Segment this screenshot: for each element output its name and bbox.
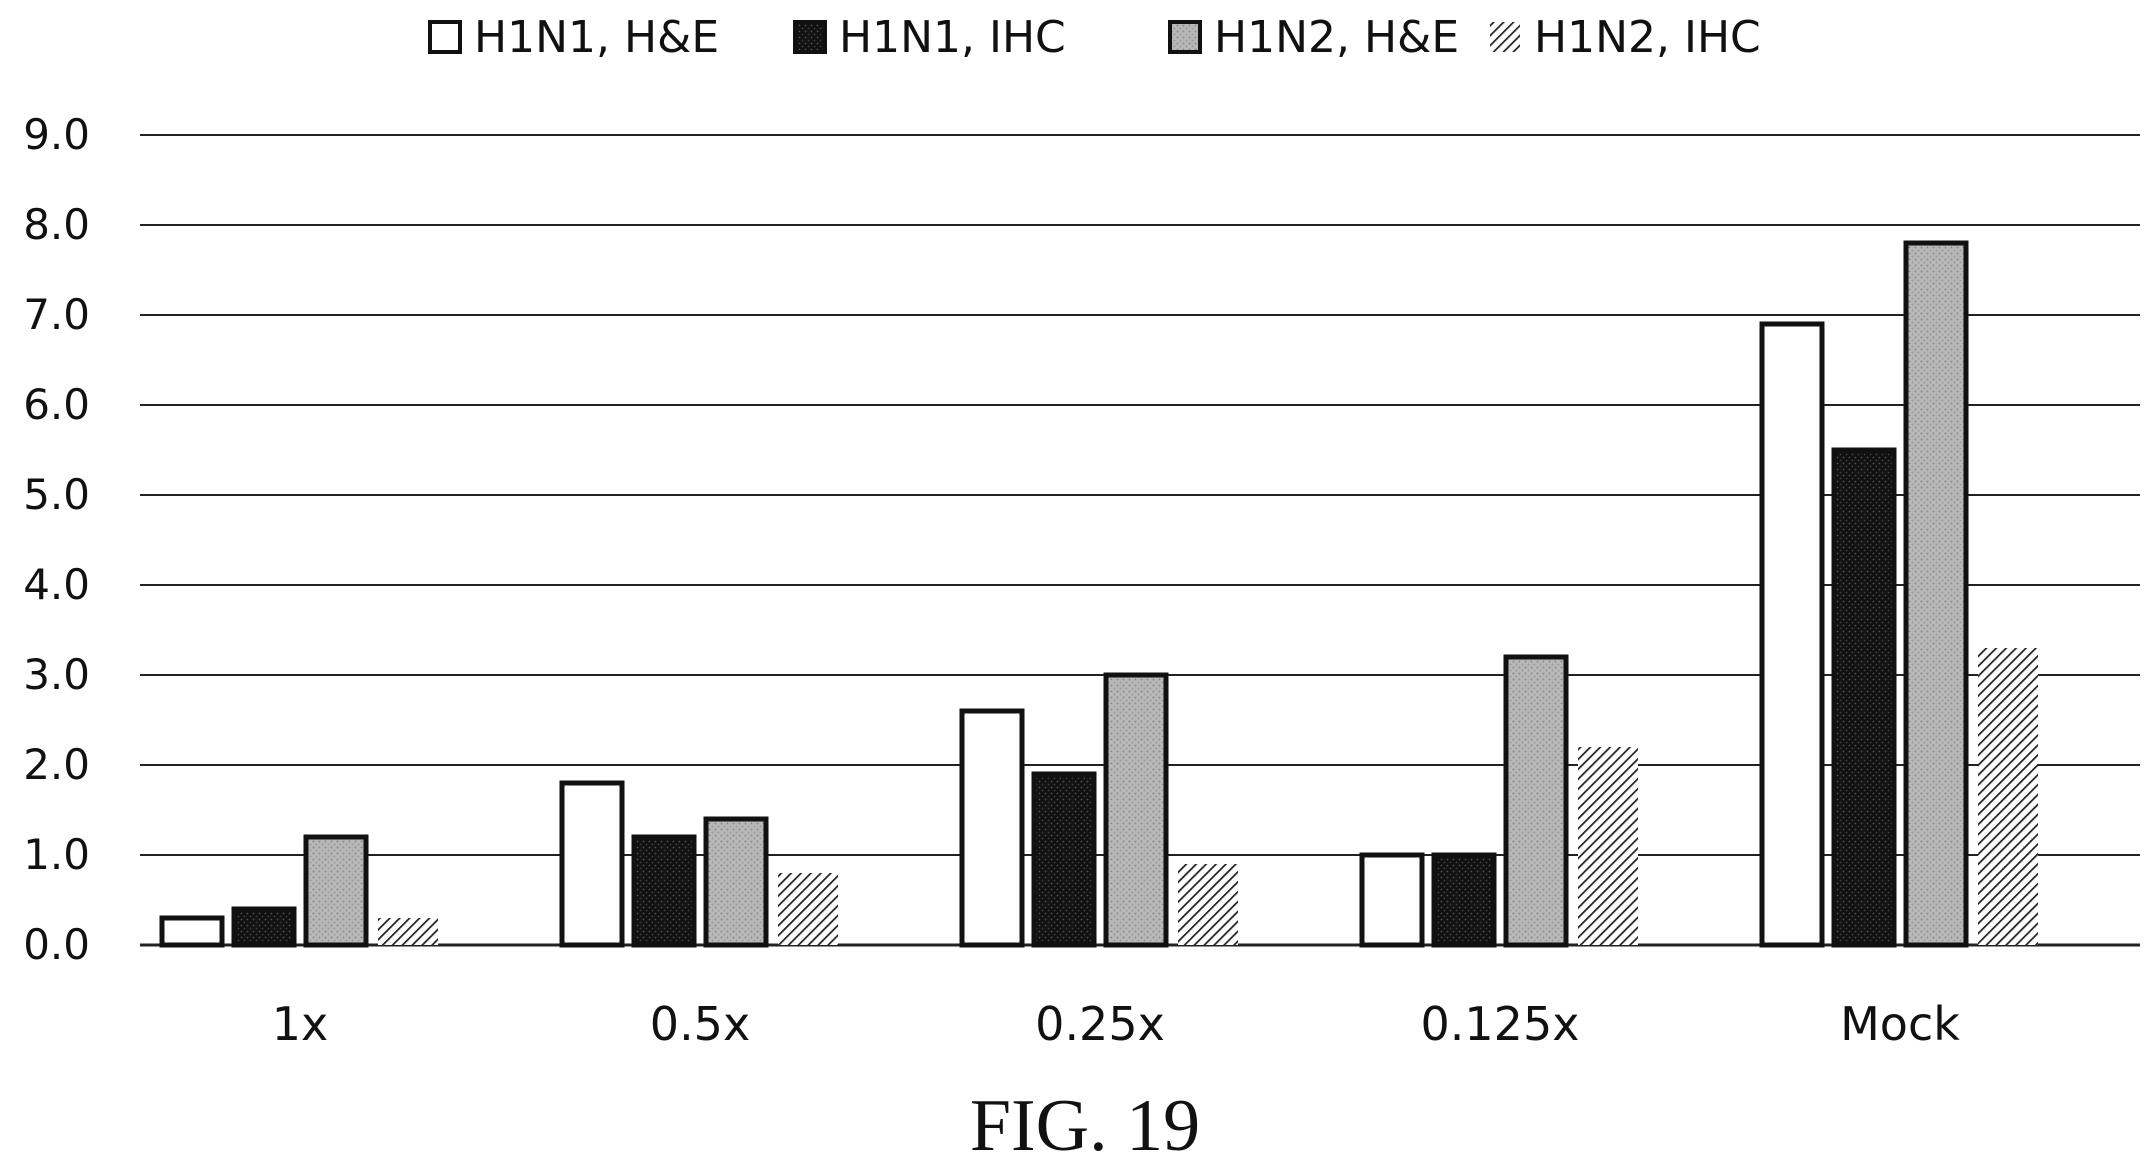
bar-1x-2: [303, 834, 369, 948]
bar-1x-3: [378, 918, 438, 945]
bar-0.25x-0: [959, 708, 1025, 948]
bar-0.25x-3: [1178, 864, 1238, 945]
bar-0.125x-3: [1578, 747, 1638, 945]
x-axis: 1x 0.5x 0.25x 0.125x Mock: [272, 997, 1960, 1051]
bar-0.125x-1: [1431, 852, 1497, 948]
x-tick-label: Mock: [1840, 997, 1960, 1051]
bar-Mock-3: [1978, 648, 2038, 945]
bar-0.25x-1: [1031, 771, 1097, 948]
legend-swatch: [793, 20, 827, 54]
legend-swatch: [1168, 20, 1202, 54]
y-tick-label: 3.0: [23, 650, 90, 699]
x-tick-label: 0.125x: [1421, 997, 1580, 1051]
x-tick-label: 0.5x: [650, 997, 750, 1051]
bar-0.125x-2: [1503, 654, 1569, 948]
legend-entry: H1N1, IHC: [839, 12, 1066, 63]
y-tick-label: 2.0: [23, 740, 90, 789]
bar-0.25x-2: [1103, 672, 1169, 948]
y-tick-label: 4.0: [23, 560, 90, 609]
legend-entry: H1N1, H&E: [474, 12, 719, 63]
bars: [159, 240, 2038, 948]
bar-0.5x-0: [559, 780, 625, 948]
bar-0.125x-0: [1359, 852, 1425, 948]
x-tick-label: 1x: [272, 997, 329, 1051]
legend: H1N1, H&E H1N1, IHC H1N2, H&E H1N2, IHC: [428, 12, 1761, 63]
figure-caption: FIG. 19: [970, 1085, 1200, 1167]
bar-Mock-0: [1759, 321, 1825, 948]
bar-Mock-2: [1903, 240, 1969, 948]
bar-Mock-1: [1831, 447, 1897, 948]
x-tick-label: 0.25x: [1035, 997, 1165, 1051]
legend-swatch: [1490, 22, 1520, 52]
gridlines: [140, 134, 2140, 947]
legend-entry: H1N2, H&E: [1214, 12, 1459, 63]
y-tick-label: 0.0: [23, 920, 90, 969]
bar-1x-0: [159, 915, 225, 948]
legend-swatch: [428, 20, 462, 54]
y-tick-label: 6.0: [23, 380, 90, 429]
bar-0.5x-2: [703, 816, 769, 948]
bar-1x-1: [231, 906, 297, 948]
y-tick-label: 8.0: [23, 200, 90, 249]
legend-entry: H1N2, IHC: [1534, 12, 1761, 63]
y-tick-label: 7.0: [23, 290, 90, 339]
bar-0.5x-3: [778, 873, 838, 945]
y-axis: 0.0 1.0 2.0 3.0 4.0 5.0 6.0 7.0 8.0 9.0: [23, 110, 90, 969]
bar-0.5x-1: [631, 834, 697, 948]
y-tick-label: 5.0: [23, 470, 90, 519]
y-tick-label: 9.0: [23, 110, 90, 159]
y-tick-label: 1.0: [23, 830, 90, 879]
